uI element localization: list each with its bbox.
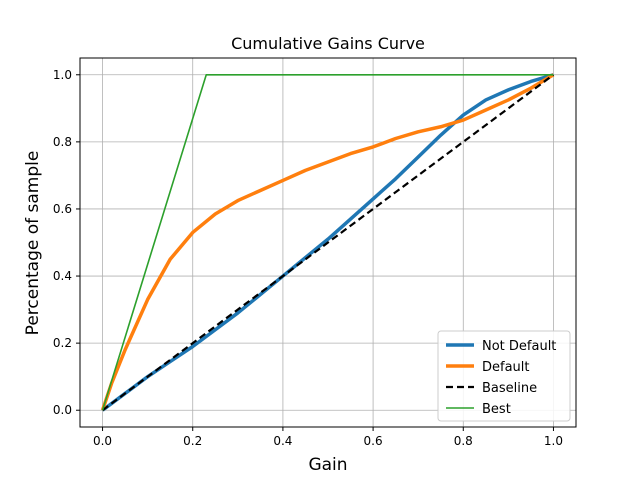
series-line-baseline bbox=[101, 73, 555, 412]
x-tick-label: 0.0 bbox=[93, 434, 112, 448]
y-axis-label: Percentage of sample bbox=[23, 151, 43, 336]
y-tick-label: 0.8 bbox=[53, 135, 72, 149]
x-tick-label: 0.2 bbox=[183, 434, 202, 448]
y-tick-label: 0.6 bbox=[53, 202, 72, 216]
legend-label-baseline: Baseline bbox=[482, 381, 537, 396]
legend-label-default: Default bbox=[482, 360, 530, 375]
legend-box bbox=[437, 330, 571, 422]
x-tick-label: 0.4 bbox=[273, 434, 292, 448]
y-tick-label: 0.4 bbox=[53, 269, 72, 283]
legend-label-best: Best bbox=[482, 402, 511, 417]
axes: 0.0 0.2 0.4 0.6 0.8 1.0 0.0 0.2 0.4 0.6 0.8 1.0 bbox=[53, 57, 577, 448]
plot-frame bbox=[79, 57, 577, 428]
x-tick-label: 0.6 bbox=[364, 434, 383, 448]
x-tick-label: 0.8 bbox=[454, 434, 473, 448]
legend: Not Default Default Baseline Best bbox=[437, 330, 571, 422]
y-tick-label: 1.0 bbox=[53, 68, 72, 82]
y-tick-label: 0.2 bbox=[53, 336, 72, 350]
y-tick-label: 0.0 bbox=[53, 403, 72, 417]
series-line-not-default bbox=[101, 73, 554, 412]
series-line-default bbox=[100, 73, 555, 411]
chart-title: Cumulative Gains Curve bbox=[231, 34, 425, 53]
legend-label-not-default: Not Default bbox=[482, 339, 556, 354]
series-lines bbox=[100, 73, 555, 412]
series-line-best bbox=[101, 73, 554, 411]
x-tick-label: 1.0 bbox=[544, 434, 563, 448]
x-axis-label: Gain bbox=[308, 455, 347, 475]
